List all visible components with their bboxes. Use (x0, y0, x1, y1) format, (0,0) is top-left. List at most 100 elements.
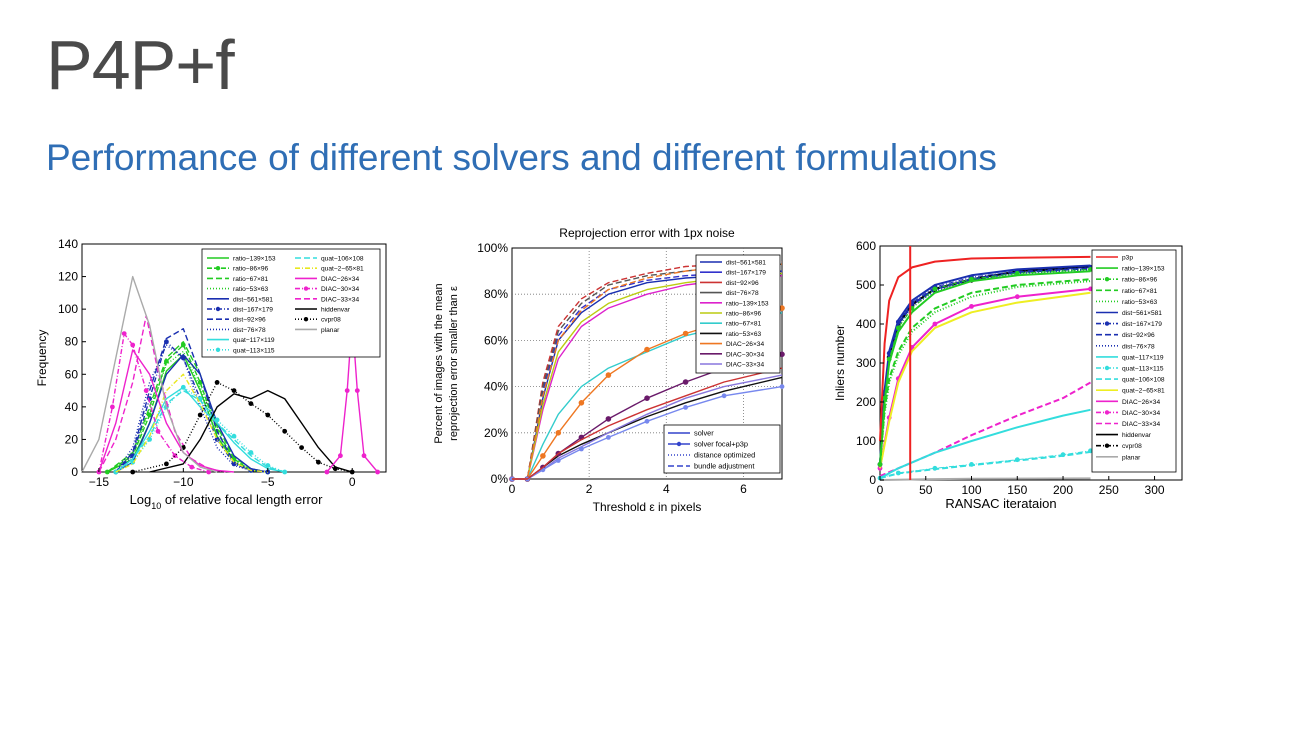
c1-series-line-3 (106, 350, 268, 473)
c2-series-8-point-6 (644, 346, 650, 353)
c3-legend-label-14: DIAC−30×34 (1122, 410, 1160, 417)
c1-legend-label-2: ratio−67×81 (233, 276, 269, 283)
c3-ytick-label-0: 0 (869, 473, 876, 487)
c2-ylabel-line2: reprojection error smaller than ε (448, 286, 460, 441)
c2-series-8-point-2 (540, 453, 546, 459)
c3-legend-marker-2 (1104, 277, 1110, 282)
c2-top-legend-label-8: DIAC−26×34 (726, 341, 764, 348)
c3-legend-label-11: quat−106×108 (1122, 377, 1165, 384)
c3-legend-label-17: cvpr08 (1122, 443, 1142, 450)
c1-series-16-point-7 (265, 412, 271, 418)
c1-series-13-point-4 (143, 388, 149, 393)
c2-xtick-label-3: 6 (740, 482, 747, 496)
c3-legend-label-13: DIAC−26×34 (1122, 399, 1160, 406)
c3-legend-label-7: dist−92×96 (1122, 332, 1155, 339)
c1-series-13-point-5 (155, 428, 161, 434)
c2-series-line-13 (512, 367, 783, 480)
c1-series-18-point-5 (361, 453, 367, 459)
c2-xtick-label-0: 0 (509, 482, 516, 496)
c1-series-line-8 (115, 386, 285, 473)
c1-legend-label-4: dist−561×581 (233, 296, 273, 303)
c2-bottom-legend-label-1: solver focal+p3p (694, 440, 748, 449)
c1-legend-label-6: dist−92×96 (233, 317, 266, 324)
c1-series-18-point-1 (338, 453, 343, 459)
c2-bottom-legend-label-2: distance optimized (694, 451, 755, 460)
c3-xtick-label-2: 100 (961, 483, 981, 497)
c1-series-18-point-2 (344, 388, 350, 393)
c1-legend-label-12: DIAC−26×34 (321, 276, 359, 283)
c1-legend-marker-13 (303, 286, 309, 291)
c1-legend-label-16: cvpr08 (321, 317, 341, 324)
c1-legend-label-9: quat−113×115 (233, 347, 275, 354)
c2-series-8-point-3 (555, 430, 562, 436)
c1-series-16-point-9 (299, 445, 304, 450)
c2-ytick-label-4: 80% (484, 287, 508, 301)
c1-series-13-point-1 (110, 404, 115, 410)
c1-xtick-label-0: −15 (89, 475, 110, 489)
c1-ytick-label-3: 60 (65, 367, 79, 381)
c3-xlabel: RANSAC iterataion (945, 496, 1056, 511)
c1-series-18-point-6 (375, 469, 380, 475)
c3-series-10-point-2 (932, 465, 938, 471)
c1-legend-label-8: quat−117×119 (233, 337, 275, 344)
c2-ylabel-line1: Percent of images with the mean (433, 283, 445, 443)
c3-series-10-point-4 (1014, 457, 1020, 463)
c3-legend-label-6: dist−167×179 (1122, 321, 1162, 328)
c1-series-9-point-5 (197, 396, 203, 402)
c2-series-9-point-7 (682, 379, 689, 385)
c1-ytick-label-4: 80 (65, 335, 79, 349)
c3-xtick-label-0: 0 (877, 483, 884, 497)
c1-ytick-label-0: 0 (71, 465, 78, 479)
c1-legend-label-14: DIAC−33×34 (321, 296, 359, 303)
c3-series-line-18 (879, 477, 1091, 481)
reprojection-error-chart: 0% 20% 40% 60% 80% 100% 0 2 4 6 Threshold ε in pix… (433, 226, 785, 514)
c1-series-13-point-2 (121, 331, 127, 336)
c1-series-line-5 (115, 340, 268, 473)
c3-series-line-1 (879, 270, 1091, 465)
c3-legend-label-15: DIAC−33×34 (1122, 421, 1160, 428)
c1-series-16-point-0 (130, 469, 136, 475)
c3-legend-marker-17 (1104, 443, 1110, 448)
c3-legend-label-2: ratio−86×96 (1122, 277, 1158, 284)
c1-series-line-1 (106, 344, 268, 473)
c3-legend-label-10: quat−113×115 (1122, 366, 1164, 373)
c1-series-line-4 (115, 353, 268, 473)
c1-series-line-15 (149, 389, 353, 473)
c3-series-line-9 (879, 408, 1091, 479)
c1-legend-label-15: hiddenvar (321, 307, 351, 314)
c3-xtick-label-1: 50 (919, 483, 933, 497)
c2-top-legend-label-10: DIAC−33×34 (726, 362, 764, 369)
c1-legend-marker-5 (215, 306, 221, 312)
c2-series-11-point-7 (683, 405, 688, 410)
c3-series-line-4 (879, 280, 1091, 465)
c1-series-16-point-4 (214, 380, 220, 385)
c1-series-16-point-1 (164, 461, 169, 467)
c3-series-10-point-1 (895, 470, 901, 476)
c2-top-legend-label-5: ratio−86×96 (726, 311, 762, 318)
c1-series-16-point-3 (197, 412, 203, 418)
c2-series-9-point-6 (644, 395, 650, 401)
c2-ytick-label-5: 100% (477, 241, 508, 255)
c3-xtick-label-5: 250 (1099, 483, 1119, 497)
c3-legend-label-9: quat−117×119 (1122, 354, 1164, 361)
c1-legend-label-3: ratio−53×63 (233, 286, 269, 293)
c2-series-line-11 (512, 385, 783, 480)
c3-ytick-label-4: 400 (856, 317, 876, 331)
slide-title: P4P+f (46, 26, 235, 104)
c1-series-9-point-4 (180, 384, 186, 390)
c1-series-5-point-9 (265, 469, 271, 475)
c3-legend-label-5: dist−561×581 (1122, 310, 1162, 317)
c1-legend-marker-9 (215, 347, 221, 352)
c2-series-11-point-9 (779, 384, 785, 389)
c1-legend-label-10: quat−106×108 (321, 256, 364, 263)
c1-series-13-point-7 (189, 464, 195, 470)
c2-xtick-label-1: 2 (586, 482, 593, 496)
c3-series-line-12 (879, 291, 1091, 469)
c2-series-11-point-4 (579, 446, 584, 452)
c3-ytick-label-2: 200 (856, 395, 876, 409)
c1-legend-label-1: ratio−86×96 (233, 266, 269, 273)
c1-series-line-11 (115, 373, 268, 473)
c3-legend-label-18: planar (1122, 454, 1141, 461)
c1-legend-marker-16 (303, 317, 309, 322)
c3-series-line-5 (879, 264, 1091, 465)
